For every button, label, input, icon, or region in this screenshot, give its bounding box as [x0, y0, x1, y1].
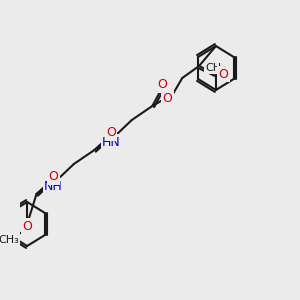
Text: O: O [218, 68, 228, 80]
Text: O: O [48, 170, 58, 184]
Text: CH₃: CH₃ [206, 63, 226, 73]
Text: O: O [157, 79, 166, 92]
Text: O: O [22, 220, 32, 232]
Text: HN: HN [102, 136, 121, 148]
Text: CH₃: CH₃ [0, 235, 19, 245]
Text: NH: NH [44, 179, 63, 193]
Text: O: O [106, 127, 116, 140]
Text: O: O [162, 92, 172, 104]
